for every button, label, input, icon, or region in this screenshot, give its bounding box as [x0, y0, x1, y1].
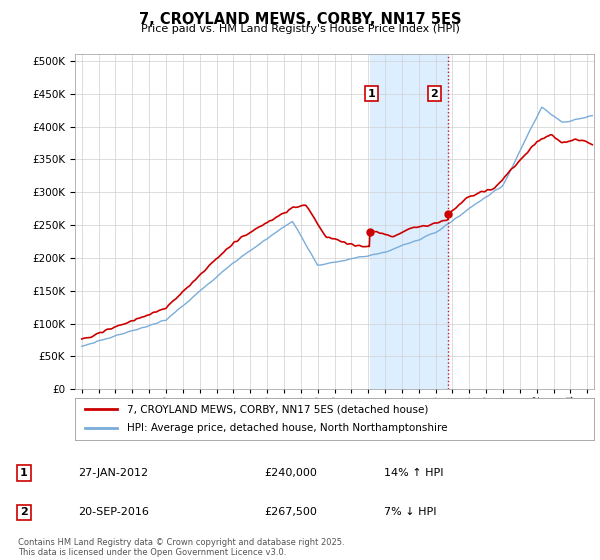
Text: 1: 1	[367, 88, 375, 99]
Text: 7% ↓ HPI: 7% ↓ HPI	[384, 507, 437, 517]
Text: £267,500: £267,500	[264, 507, 317, 517]
Text: 2: 2	[20, 507, 28, 517]
Bar	[370, 54, 448, 389]
Text: £240,000: £240,000	[264, 468, 317, 478]
Text: 20-SEP-2016: 20-SEP-2016	[78, 507, 149, 517]
Text: 14% ↑ HPI: 14% ↑ HPI	[384, 468, 443, 478]
Text: 2: 2	[431, 88, 438, 99]
Text: Contains HM Land Registry data © Crown copyright and database right 2025.
This d: Contains HM Land Registry data © Crown c…	[18, 538, 344, 557]
Text: 1: 1	[20, 468, 28, 478]
Text: 27-JAN-2012: 27-JAN-2012	[78, 468, 148, 478]
Text: Price paid vs. HM Land Registry's House Price Index (HPI): Price paid vs. HM Land Registry's House …	[140, 24, 460, 34]
Text: 7, CROYLAND MEWS, CORBY, NN17 5ES (detached house): 7, CROYLAND MEWS, CORBY, NN17 5ES (detac…	[127, 404, 428, 414]
Text: 7, CROYLAND MEWS, CORBY, NN17 5ES: 7, CROYLAND MEWS, CORBY, NN17 5ES	[139, 12, 461, 27]
Text: HPI: Average price, detached house, North Northamptonshire: HPI: Average price, detached house, Nort…	[127, 423, 448, 433]
